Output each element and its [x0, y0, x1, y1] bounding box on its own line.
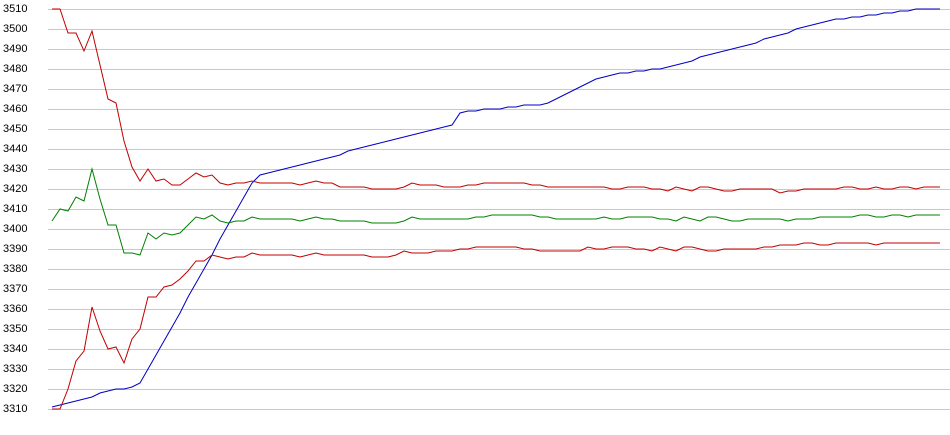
y-tick-label: 3370 — [3, 283, 27, 295]
y-tick-label: 3320 — [3, 383, 27, 395]
y-tick-label: 3430 — [3, 163, 27, 175]
y-tick-label: 3400 — [3, 223, 27, 235]
data-line — [51, 8, 940, 408]
data-line — [51, 167, 940, 256]
y-tick-label: 3450 — [3, 123, 27, 135]
y-tick-label: 3490 — [3, 43, 27, 55]
y-tick-label: 3420 — [3, 183, 27, 195]
data-line — [52, 242, 940, 410]
y-tick-label: 3410 — [3, 203, 27, 215]
y-tick-label: 3440 — [3, 143, 27, 155]
y-tick-label: 3390 — [3, 243, 27, 255]
y-tick-label: 3350 — [3, 323, 27, 335]
y-tick-label: 3380 — [3, 263, 27, 275]
y-tick-label: 3470 — [3, 83, 27, 95]
y-tick-label: 3480 — [3, 63, 27, 75]
y-tick-label: 3330 — [3, 363, 27, 375]
y-tick-label: 3340 — [3, 343, 27, 355]
y-tick-label: 3460 — [3, 103, 27, 115]
y-tick-label: 3310 — [3, 403, 27, 415]
y-tick-label: 3510 — [3, 3, 27, 15]
data-line — [52, 8, 940, 194]
y-tick-label: 3500 — [3, 23, 27, 35]
y-tick-label: 3360 — [3, 303, 27, 315]
